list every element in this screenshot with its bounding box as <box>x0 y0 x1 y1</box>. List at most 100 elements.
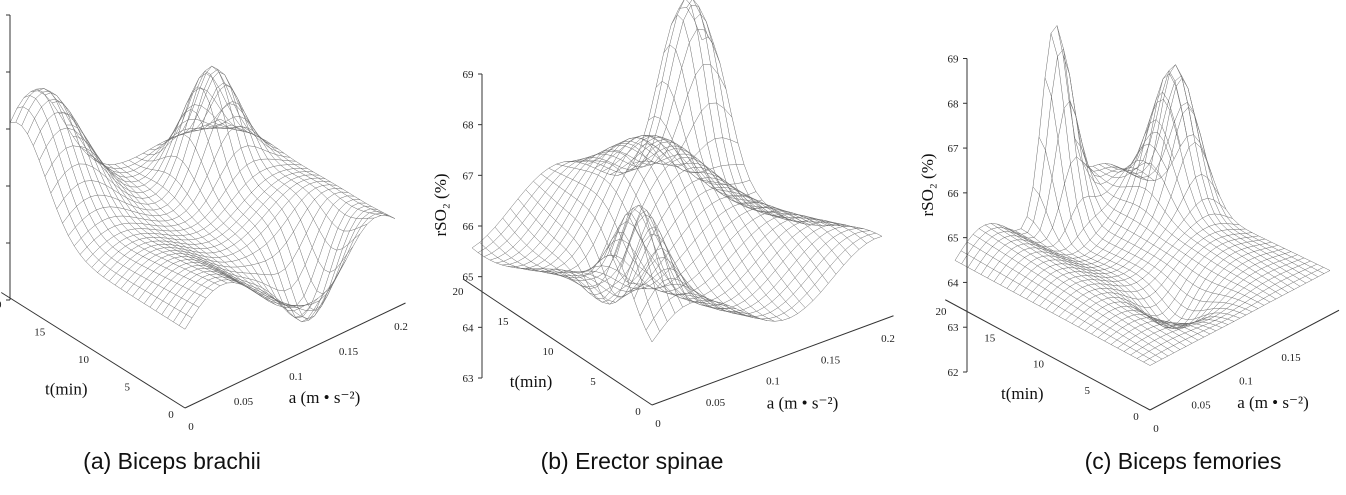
y-tick-label: 15 <box>498 316 510 328</box>
x-axis-label: a (m • s⁻²) <box>289 388 360 407</box>
y-tick-label: 15 <box>984 332 996 344</box>
x-tick-label: 0 <box>188 421 194 433</box>
surface-plot-biceps-femories: 0 0.05 0.1 0.15 0 5 10 15 20 a (m • s⁻²) t(min) 62 6… <box>918 24 1340 435</box>
x-tick-label: 0 <box>1153 423 1159 435</box>
mesh-line <box>37 88 214 292</box>
panel-erector-spinae: 0 0.05 0.1 0.15 0.2 0 5 10 15 20 a (m • s⁻²) t(min)… <box>420 0 895 495</box>
z-tick-label: 63 <box>463 373 475 385</box>
x-axis-label: a (m • s⁻²) <box>767 393 838 412</box>
mesh-line <box>219 118 396 219</box>
mesh-line <box>678 0 860 250</box>
caption-erector-spinae: (b) Erector spinae <box>540 448 724 474</box>
z-axis-label: rSO₂ (%) <box>918 153 937 216</box>
z-tick-label: 64 <box>948 277 960 289</box>
mesh-line <box>121 162 298 308</box>
x-tick-label: 0.05 <box>234 396 254 408</box>
z-tick-label: 66 <box>948 188 960 200</box>
mesh-line <box>21 90 232 174</box>
y-axis-label: t(min) <box>510 372 553 391</box>
mesh-line <box>671 14 852 257</box>
mesh-line <box>1134 134 1331 271</box>
mesh-line <box>483 4 715 257</box>
axes <box>0 14 406 409</box>
mesh-line <box>974 156 1155 272</box>
y-tick-label: 20 <box>0 299 2 311</box>
y-tick-label: 5 <box>125 382 131 394</box>
caption-biceps-femories: (c) Biceps femories <box>1084 448 1282 474</box>
z-tick-label: 67 <box>463 170 475 182</box>
mesh-line <box>961 48 1142 265</box>
z-tick-label: 65 <box>463 272 475 284</box>
y-tick-label: 10 <box>1033 359 1045 371</box>
mesh-line <box>93 159 270 302</box>
y-tick-label: 10 <box>543 346 555 358</box>
z-tick-label: 68 <box>463 120 475 132</box>
mesh-line <box>655 80 837 275</box>
x-tick-label: 0.2 <box>394 321 408 333</box>
z-tick-label: 65 <box>948 233 960 245</box>
mesh-line <box>954 24 1136 261</box>
z-tick-label: 69 <box>463 69 475 81</box>
y-tick-label: 15 <box>34 327 46 339</box>
z-tick-label: 66 <box>463 221 475 233</box>
y-axis-label: t(min) <box>1001 384 1044 403</box>
mesh-line <box>993 119 1175 282</box>
mesh-line <box>191 101 368 232</box>
mesh-line <box>513 137 745 269</box>
y-tick-label: 0 <box>635 406 641 418</box>
mesh-line <box>967 100 1149 268</box>
panel-biceps-femories: 0 0.05 0.1 0.15 0 5 10 15 20 a (m • s⁻²) t(min) 62 6… <box>905 0 1346 495</box>
z-tick-label: 64 <box>463 322 475 334</box>
z-tick-label: 69 <box>948 54 960 66</box>
axes <box>945 58 1340 411</box>
mesh-line <box>62 82 273 224</box>
surface-mesh <box>954 24 1331 366</box>
mesh-line <box>471 7 703 249</box>
x-tick-label: 0 <box>655 418 661 430</box>
x-tick-label: 0.15 <box>1281 352 1301 364</box>
mesh-line <box>103 171 314 278</box>
y-tick-label: 20 <box>936 306 948 318</box>
mesh-line <box>525 135 757 272</box>
x-tick-label: 0.2 <box>881 333 895 345</box>
mesh-line <box>1008 228 1205 338</box>
mesh-line <box>617 145 798 314</box>
mesh-line <box>1143 267 1324 363</box>
mesh-line <box>205 124 382 216</box>
mesh-line <box>1136 263 1318 359</box>
mesh-line <box>184 215 396 330</box>
mesh-line <box>609 207 841 303</box>
mesh-line <box>602 135 783 321</box>
y-axis-label: t(min) <box>45 380 88 399</box>
mesh-line <box>1026 216 1223 329</box>
y-tick-label: 10 <box>78 354 90 366</box>
mesh-line <box>170 65 347 295</box>
x-axis-line <box>1149 309 1340 411</box>
mesh-line <box>1050 33 1247 316</box>
y-axis-line <box>0 292 186 409</box>
mesh-line <box>1044 77 1241 321</box>
z-tick-label: 67 <box>948 143 960 155</box>
y-tick-label: 0 <box>168 409 174 421</box>
mesh-line <box>1056 25 1253 313</box>
mesh-line <box>477 0 709 253</box>
mesh-line <box>597 213 829 296</box>
mesh-line <box>694 13 875 240</box>
mesh-line <box>9 90 221 165</box>
axes <box>462 73 894 406</box>
mesh-line <box>525 189 706 305</box>
z-tick-label: 68 <box>948 98 960 110</box>
mesh-line <box>27 99 238 178</box>
mesh-line <box>1116 64 1313 281</box>
y-tick-label: 20 <box>453 286 465 298</box>
mesh-line <box>543 148 775 290</box>
y-tick-label: 0 <box>1133 411 1139 423</box>
panel-biceps-brachii: 0 0.05 0.1 0.15 0.2 0 5 10 15 20 a (m • s⁻²) t(min)… <box>0 0 420 495</box>
y-axis-line <box>945 299 1151 411</box>
y-tick-label: 5 <box>1085 385 1091 397</box>
mesh-line <box>495 64 727 264</box>
mesh-line <box>1052 213 1233 314</box>
mesh-line <box>1014 230 1211 335</box>
x-axis-label: a (m • s⁻²) <box>1237 393 1308 412</box>
